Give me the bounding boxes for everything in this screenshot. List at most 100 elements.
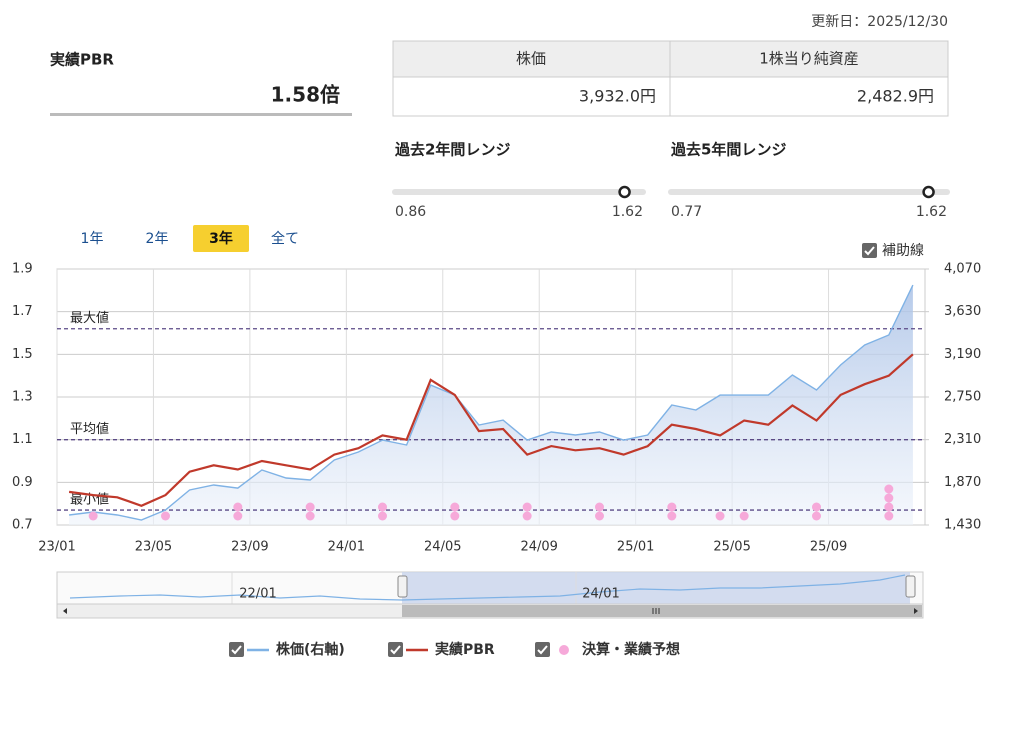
- x-tick-label: 24/09: [520, 540, 557, 555]
- period-tabs: 1年 2年 3年 全て: [81, 225, 299, 252]
- period-tab[interactable]: 3年: [209, 230, 233, 247]
- check-mark: [390, 645, 401, 655]
- event-dot[interactable]: [522, 511, 532, 521]
- updated-date: 更新日：2025/12/30: [811, 14, 948, 30]
- reference-label: 平均値: [70, 421, 109, 437]
- pbr-value: 1.58倍: [271, 83, 340, 107]
- check-mark: [231, 645, 242, 655]
- event-marker[interactable]: [812, 502, 821, 521]
- checkbox[interactable]: [229, 642, 244, 657]
- event-dot[interactable]: [305, 511, 315, 521]
- y2-tick-label: 4,070: [944, 262, 981, 277]
- legend-label[interactable]: 実績PBR: [435, 641, 495, 658]
- event-dot[interactable]: [812, 511, 821, 521]
- pbr-underline: [50, 113, 352, 116]
- table-header-cell: 株価: [516, 50, 546, 68]
- y2-tick-label: 2,750: [944, 390, 981, 405]
- event-dot[interactable]: [378, 511, 387, 521]
- table-cell: 3,932.0円: [579, 87, 656, 106]
- range-title: 過去2年間レンジ: [394, 141, 510, 159]
- range-max: 1.62: [916, 204, 947, 220]
- event-dot[interactable]: [595, 502, 604, 512]
- price-line: [69, 284, 914, 521]
- y2-tick-label: 1,870: [944, 475, 981, 490]
- y-tick-label: 0.7: [12, 518, 33, 533]
- navigator-line: [69, 574, 906, 601]
- event-dot[interactable]: [884, 511, 894, 521]
- guide-toggle-label[interactable]: 補助線: [882, 243, 924, 259]
- x-tick-label: 23/09: [231, 540, 268, 555]
- event-dot[interactable]: [667, 502, 677, 512]
- event-dot[interactable]: [378, 502, 387, 512]
- event-dot[interactable]: [522, 502, 532, 512]
- table-cell: 2,482.9円: [857, 87, 934, 106]
- navigator-selection: [402, 572, 910, 604]
- event-marker[interactable]: [884, 484, 894, 521]
- navigator-handle[interactable]: [397, 575, 408, 598]
- period-tab[interactable]: 全て: [271, 230, 299, 247]
- event-dot[interactable]: [161, 511, 170, 521]
- x-tick-label: 23/05: [135, 540, 172, 555]
- event-dot[interactable]: [233, 511, 243, 521]
- event-marker[interactable]: [715, 511, 725, 521]
- legend-label[interactable]: 株価(右軸): [276, 641, 345, 658]
- event-dot[interactable]: [667, 511, 677, 521]
- legend-swatch: [559, 645, 569, 655]
- navigator-label: 22/01: [239, 587, 276, 602]
- event-dot[interactable]: [450, 511, 460, 521]
- y-tick-label: 1.1: [12, 432, 33, 447]
- event-dot[interactable]: [88, 511, 98, 521]
- y2-tick-label: 1,430: [944, 518, 981, 533]
- tab-active-bg[interactable]: [193, 225, 249, 252]
- event-dot[interactable]: [884, 484, 894, 494]
- checkbox[interactable]: [388, 642, 403, 657]
- range-max: 1.62: [612, 204, 643, 220]
- event-marker[interactable]: [450, 502, 460, 521]
- event-marker[interactable]: [595, 502, 604, 521]
- period-tab[interactable]: 2年: [146, 231, 169, 247]
- scrollbar-thumb[interactable]: [402, 605, 922, 617]
- event-dot[interactable]: [884, 493, 894, 503]
- event-marker[interactable]: [667, 502, 677, 521]
- reference-label: 最大値: [70, 310, 109, 326]
- event-marker[interactable]: [739, 511, 749, 521]
- price-area: [69, 285, 913, 525]
- event-dot[interactable]: [812, 502, 821, 512]
- check-mark: [864, 246, 875, 256]
- x-tick-label: 25/09: [810, 540, 847, 555]
- event-dot[interactable]: [715, 511, 725, 521]
- event-dot[interactable]: [305, 502, 315, 512]
- check-mark: [537, 645, 548, 655]
- navigator-handle[interactable]: [905, 575, 916, 598]
- event-dot[interactable]: [450, 502, 460, 512]
- pbr-title: 実績PBR: [50, 51, 114, 69]
- x-tick-label: 24/01: [328, 540, 365, 555]
- range-knob: [618, 185, 631, 199]
- event-marker[interactable]: [305, 502, 315, 521]
- x-tick-label: 25/05: [713, 540, 750, 555]
- period-tab[interactable]: 1年: [81, 231, 104, 247]
- event-dot[interactable]: [233, 502, 243, 512]
- range-min: 0.86: [395, 204, 426, 220]
- event-marker[interactable]: [522, 502, 532, 521]
- event-marker[interactable]: [161, 511, 170, 521]
- event-marker[interactable]: [378, 502, 387, 521]
- scroll-grip: [652, 608, 660, 614]
- event-marker[interactable]: [233, 502, 243, 521]
- checkbox[interactable]: [862, 243, 877, 258]
- checkbox[interactable]: [535, 642, 550, 657]
- y-tick-label: 1.3: [12, 390, 33, 405]
- event-dot[interactable]: [595, 511, 604, 521]
- scroll-left[interactable]: [63, 608, 67, 614]
- event-marker[interactable]: [88, 511, 98, 521]
- ranges: 過去2年間レンジ 0.86 1.62 過去5年間レンジ 0.77 1.62: [392, 141, 950, 220]
- range-knob: [922, 185, 935, 199]
- event-dot[interactable]: [739, 511, 749, 521]
- scroll-right[interactable]: [914, 608, 918, 614]
- event-dot[interactable]: [884, 502, 894, 512]
- navigator-label: 24/01: [582, 587, 619, 602]
- legend-label[interactable]: 決算・業績予想: [582, 641, 680, 658]
- x-tick-label: 23/01: [38, 540, 75, 555]
- pbr-line: [68, 353, 914, 507]
